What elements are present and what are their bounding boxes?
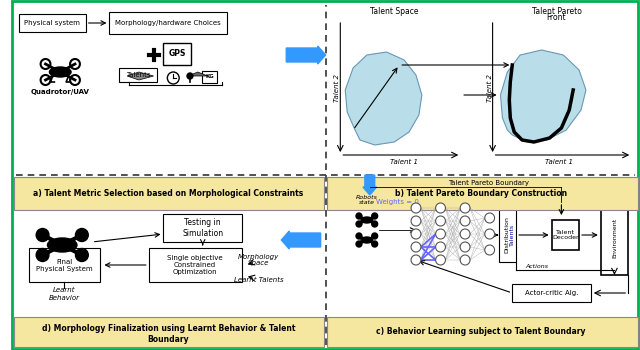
Text: KG: KG <box>205 75 214 79</box>
FancyBboxPatch shape <box>14 177 324 210</box>
FancyArrow shape <box>363 175 377 195</box>
Circle shape <box>356 221 362 227</box>
Circle shape <box>76 248 88 261</box>
Text: Talents: Talents <box>509 224 515 246</box>
FancyBboxPatch shape <box>326 317 638 347</box>
Text: Talent Space: Talent Space <box>370 7 419 16</box>
Polygon shape <box>188 72 207 76</box>
Text: Morphology
Space: Morphology Space <box>238 253 280 266</box>
Polygon shape <box>127 72 154 80</box>
Text: GPS: GPS <box>168 49 186 58</box>
Circle shape <box>460 229 470 239</box>
Circle shape <box>356 213 362 219</box>
Circle shape <box>36 229 49 241</box>
FancyBboxPatch shape <box>202 71 218 83</box>
Circle shape <box>372 241 378 247</box>
Ellipse shape <box>361 237 372 243</box>
Circle shape <box>356 233 362 239</box>
Text: Learnt
Behavior: Learnt Behavior <box>49 287 80 301</box>
Circle shape <box>436 255 445 265</box>
FancyBboxPatch shape <box>12 1 638 349</box>
Circle shape <box>76 229 88 241</box>
Circle shape <box>36 248 49 261</box>
Circle shape <box>436 229 445 239</box>
Text: Weights = 0: Weights = 0 <box>376 199 419 205</box>
Circle shape <box>356 241 362 247</box>
Ellipse shape <box>47 238 77 252</box>
Text: c) Behavior Learning subject to Talent Boundary: c) Behavior Learning subject to Talent B… <box>376 328 586 336</box>
Text: Talents: Talents <box>125 72 150 78</box>
Circle shape <box>460 255 470 265</box>
Circle shape <box>411 229 421 239</box>
Circle shape <box>436 242 445 252</box>
Text: Single objective
Constrained
Optimization: Single objective Constrained Optimizatio… <box>167 255 223 275</box>
Text: Talent
Decoder: Talent Decoder <box>552 230 579 240</box>
Circle shape <box>460 203 470 213</box>
Text: Physical system: Physical system <box>24 20 81 26</box>
FancyBboxPatch shape <box>163 43 191 65</box>
Circle shape <box>372 221 378 227</box>
FancyBboxPatch shape <box>601 200 628 275</box>
Text: Distribution: Distribution <box>505 217 510 253</box>
Text: Testing in
Simulation: Testing in Simulation <box>182 218 223 238</box>
Text: Talent 1: Talent 1 <box>545 159 573 165</box>
Text: Talent 2: Talent 2 <box>486 74 493 102</box>
Circle shape <box>436 216 445 226</box>
Polygon shape <box>500 50 586 142</box>
FancyBboxPatch shape <box>14 317 324 347</box>
Circle shape <box>484 245 495 255</box>
Text: Learnt Talents: Learnt Talents <box>234 277 284 283</box>
Text: a) Talent Metric Selection based on Morphological Constraints: a) Talent Metric Selection based on Morp… <box>33 189 303 198</box>
FancyBboxPatch shape <box>326 177 638 210</box>
Text: Robots
state: Robots state <box>356 195 378 205</box>
FancyBboxPatch shape <box>29 248 100 282</box>
FancyBboxPatch shape <box>148 248 242 282</box>
Circle shape <box>411 203 421 213</box>
FancyBboxPatch shape <box>119 68 157 82</box>
Circle shape <box>484 229 495 239</box>
FancyBboxPatch shape <box>552 220 579 250</box>
Text: Talent 1: Talent 1 <box>390 159 418 165</box>
Circle shape <box>187 73 193 79</box>
Polygon shape <box>345 52 422 145</box>
Text: Morphology/hardware Choices: Morphology/hardware Choices <box>115 20 221 26</box>
Text: Actor-critic Alg.: Actor-critic Alg. <box>525 290 579 296</box>
FancyBboxPatch shape <box>499 208 516 262</box>
Text: Talent 2: Talent 2 <box>334 74 340 102</box>
Circle shape <box>460 242 470 252</box>
Circle shape <box>484 213 495 223</box>
FancyArrow shape <box>282 231 321 249</box>
FancyBboxPatch shape <box>512 284 591 302</box>
FancyArrow shape <box>286 46 326 64</box>
Text: Front: Front <box>547 14 566 22</box>
Text: d) Morphology Finalization using Learnt Behavior & Talent
Boundary: d) Morphology Finalization using Learnt … <box>42 324 295 344</box>
Circle shape <box>411 242 421 252</box>
Text: Environment: Environment <box>612 218 617 258</box>
Circle shape <box>436 203 445 213</box>
FancyBboxPatch shape <box>163 214 242 242</box>
Circle shape <box>372 213 378 219</box>
Text: Talent Pareto Boundary: Talent Pareto Boundary <box>449 180 529 186</box>
Circle shape <box>411 216 421 226</box>
Circle shape <box>372 233 378 239</box>
Text: Talent Pareto: Talent Pareto <box>532 7 581 16</box>
Ellipse shape <box>361 217 372 223</box>
FancyBboxPatch shape <box>19 14 86 32</box>
Circle shape <box>168 72 179 84</box>
Text: Quadrotor/UAV: Quadrotor/UAV <box>31 89 90 95</box>
Circle shape <box>460 216 470 226</box>
Text: b) Talent Pareto Boundary Construction: b) Talent Pareto Boundary Construction <box>395 189 567 198</box>
FancyBboxPatch shape <box>109 12 227 34</box>
Text: Actions: Actions <box>525 264 548 268</box>
Ellipse shape <box>49 67 71 77</box>
Text: Final
Physical System: Final Physical System <box>36 259 93 272</box>
Circle shape <box>411 255 421 265</box>
